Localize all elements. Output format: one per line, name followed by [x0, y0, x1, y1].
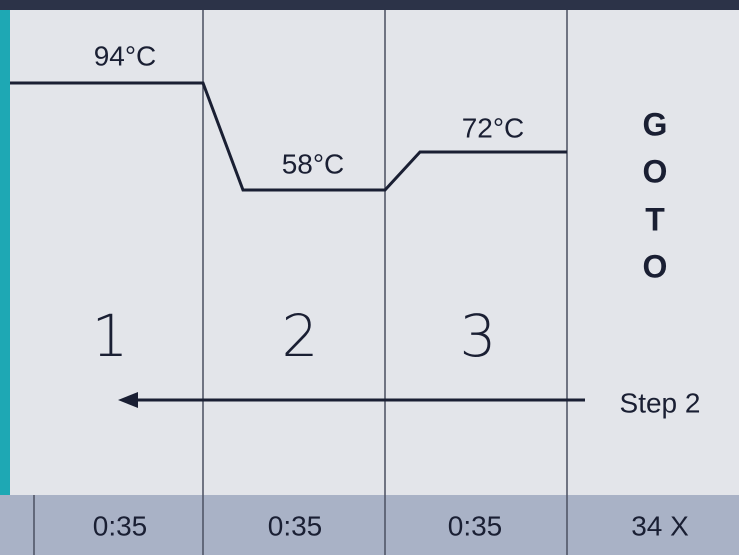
side-strip: [0, 10, 10, 495]
step-temperature: 58°C: [282, 148, 345, 179]
goto-letter: O: [643, 153, 668, 189]
step-number: 3: [460, 302, 497, 370]
thermocycler-screen: 94°C 58°C 72°C 1 2 3 G O T O Step 2 0:35…: [0, 0, 739, 555]
step-time: 0:35: [448, 510, 503, 541]
goto-letter: G: [643, 106, 668, 142]
goto-cycles: 34 X: [631, 510, 689, 541]
goto-target: Step 2: [620, 387, 701, 418]
step-temperature: 72°C: [462, 112, 525, 143]
goto-letter: O: [643, 248, 668, 284]
top-strip: [0, 0, 739, 10]
step-temperature: 94°C: [94, 40, 157, 71]
step-time: 0:35: [93, 510, 148, 541]
step-number: 2: [282, 302, 319, 370]
step-time: 0:35: [268, 510, 323, 541]
goto-letter: T: [645, 201, 665, 237]
step-number: 1: [92, 302, 129, 370]
